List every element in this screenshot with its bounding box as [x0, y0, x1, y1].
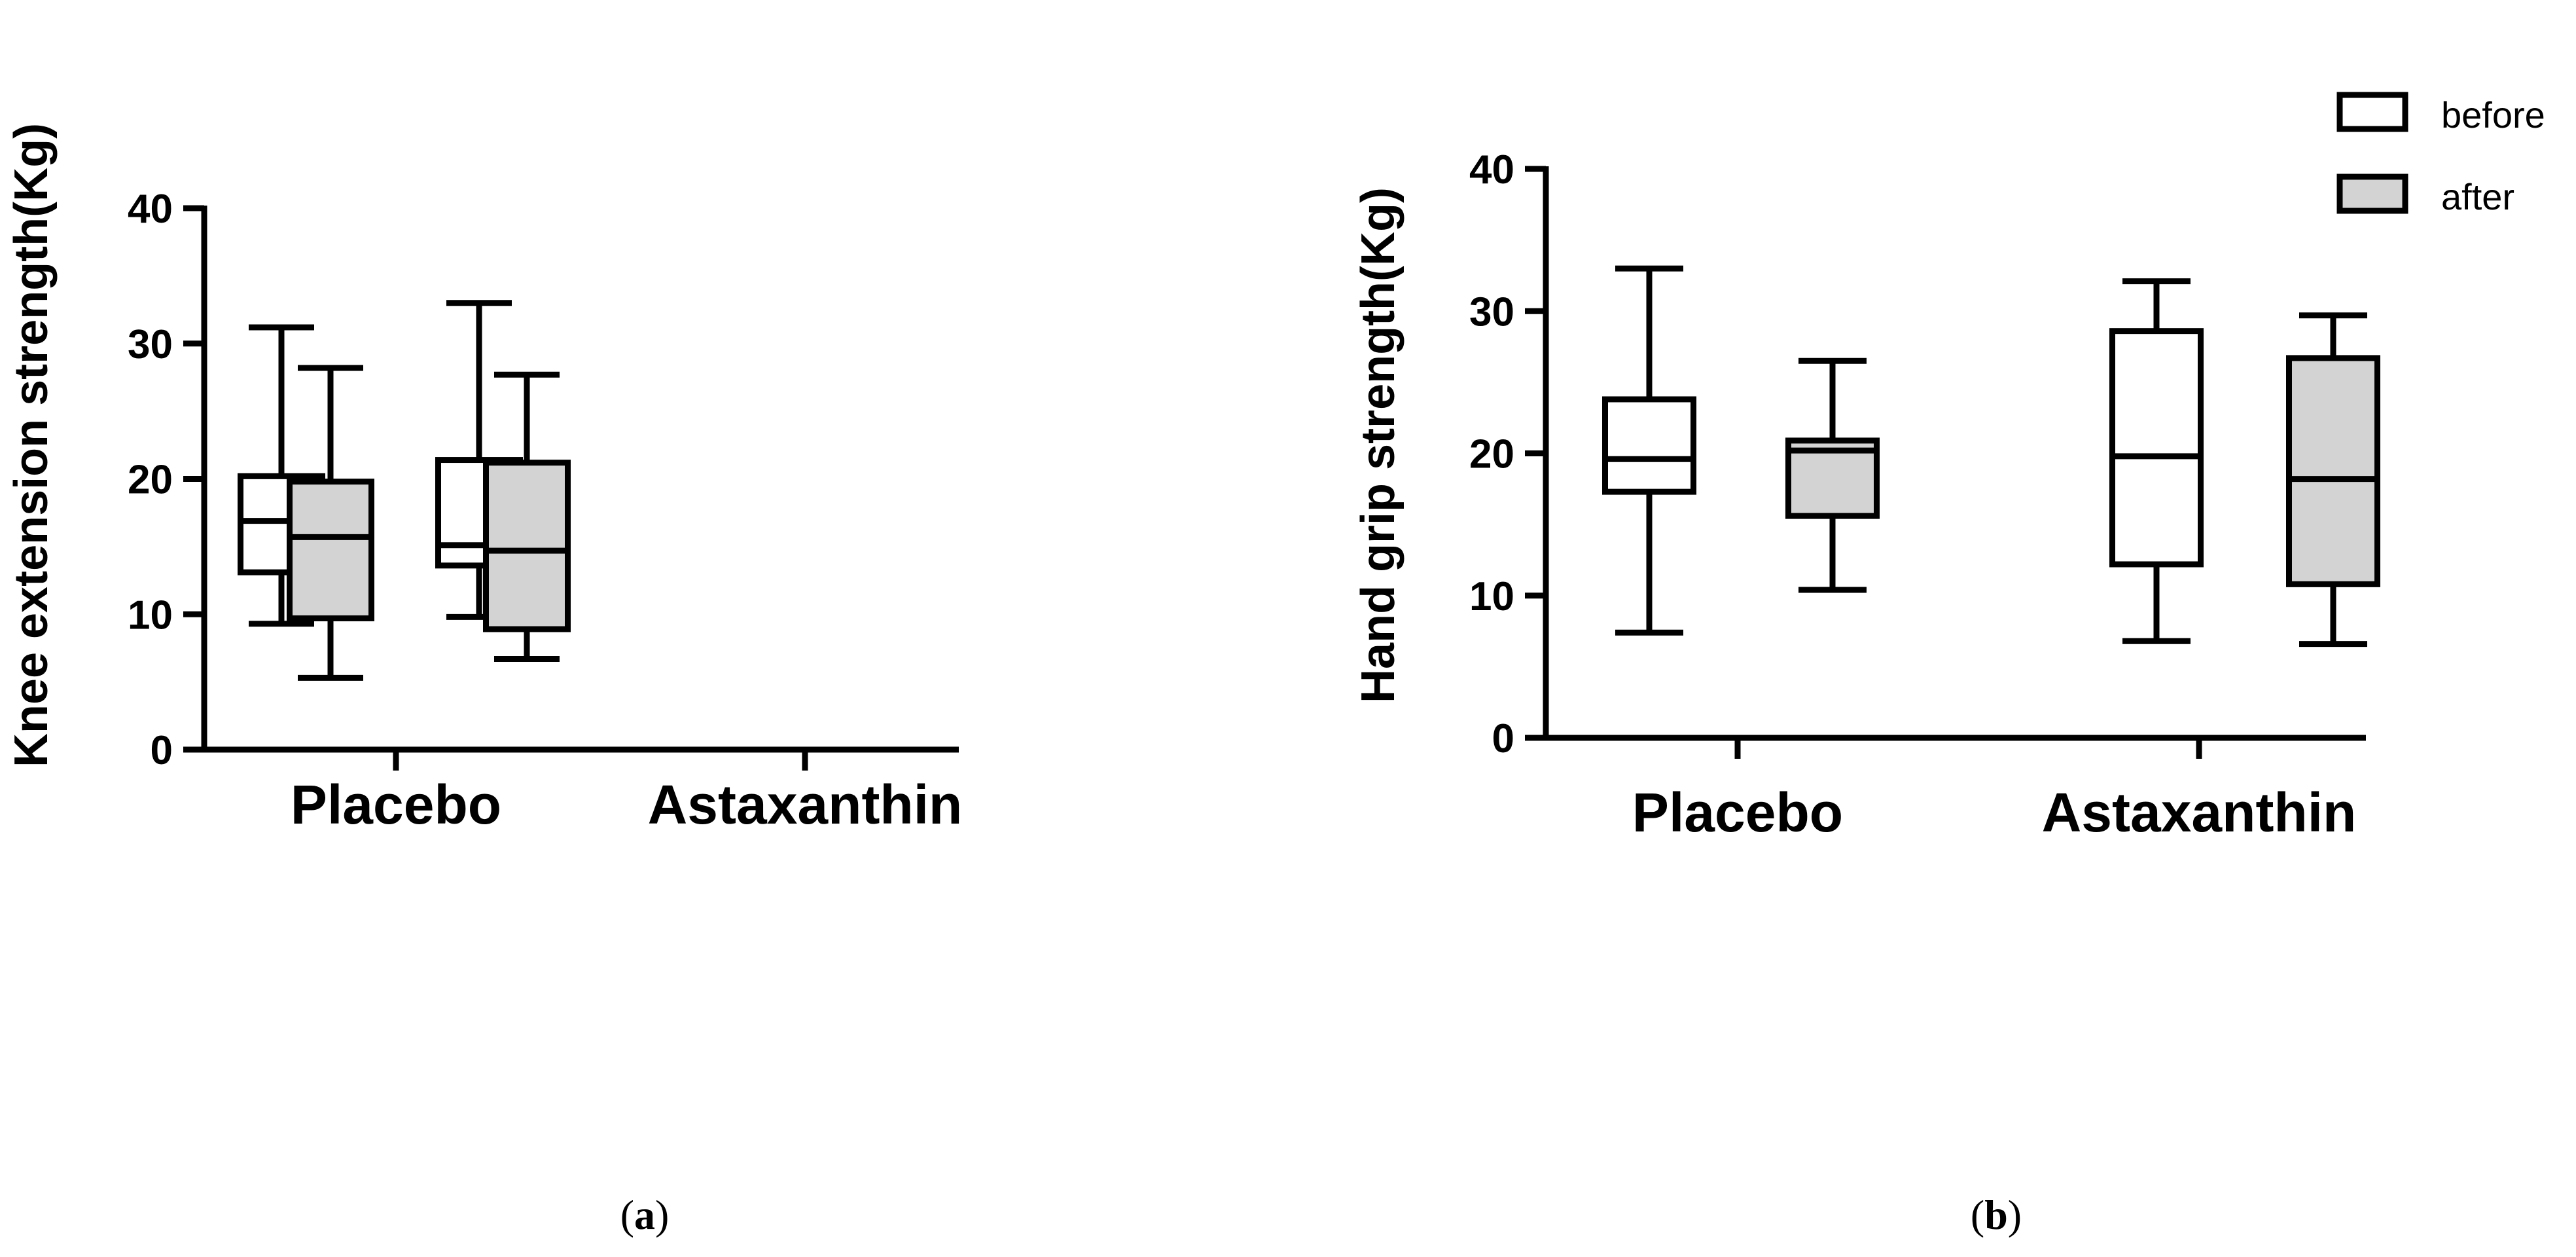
- legend-item-before: before: [2336, 92, 2545, 136]
- box-after-placebo: [1785, 357, 1880, 593]
- box-before-astaxanthin: [2109, 278, 2204, 644]
- y-tick-labels: 0 10 20 30 40: [128, 187, 173, 773]
- y-axis-title: Knee extension strength(Kg): [5, 123, 58, 767]
- iqr-box: [2109, 328, 2204, 568]
- y-tick-label: 30: [128, 322, 173, 367]
- box-after-placebo: [287, 365, 374, 681]
- y-axis-title: Hand grip strength(Kg): [1352, 187, 1404, 703]
- x-category-labels: Placebo Astaxanthin: [291, 774, 962, 835]
- y-tick-labels: 0 10 20 30 40: [1469, 147, 1514, 761]
- iqr-box: [287, 479, 374, 621]
- x-category-label: Placebo: [291, 774, 501, 835]
- y-tick-label: 0: [151, 728, 173, 773]
- y-tick-label: 40: [1469, 147, 1514, 192]
- y-tick-label: 40: [128, 187, 173, 232]
- y-tick-label: 20: [1469, 432, 1514, 477]
- x-category-labels: Placebo Astaxanthin: [1632, 782, 2356, 843]
- legend: before after: [2336, 92, 2545, 217]
- plot-area: [183, 205, 959, 771]
- y-tick-label: 10: [128, 592, 173, 638]
- y-tick-label: 30: [1469, 289, 1514, 335]
- iqr-box: [483, 460, 571, 632]
- box-after-astaxanthin: [483, 371, 571, 662]
- y-tick-label: 10: [1469, 574, 1514, 619]
- legend-swatch-after: [2336, 173, 2408, 214]
- plot-area: [1525, 166, 2380, 759]
- panel-b-hand-grip-chart: Hand grip strength(Kg) 0 10 20 30 40 Placebo…: [1352, 147, 2380, 1238]
- legend-item-after: after: [2336, 173, 2514, 217]
- iqr-box: [1602, 396, 1696, 495]
- y-tick-label: 0: [1492, 716, 1514, 761]
- legend-label-before: before: [2441, 94, 2545, 136]
- x-category-label: Placebo: [1632, 782, 1843, 843]
- x-category-label: Astaxanthin: [2042, 782, 2357, 843]
- panel-a-knee-extension-chart: Knee extension strength(Kg) 0 10 20 30 40 Pl…: [5, 123, 962, 1238]
- iqr-box: [2286, 355, 2380, 587]
- y-tick-label: 20: [128, 458, 173, 503]
- panel-label: (b): [1971, 1192, 2022, 1238]
- panel-label: (a): [620, 1192, 670, 1238]
- box-after-astaxanthin: [2286, 312, 2380, 647]
- legend-label-after: after: [2441, 176, 2514, 217]
- x-category-label: Astaxanthin: [648, 774, 963, 835]
- legend-swatch-before: [2336, 92, 2408, 132]
- box-before-placebo: [1602, 265, 1696, 636]
